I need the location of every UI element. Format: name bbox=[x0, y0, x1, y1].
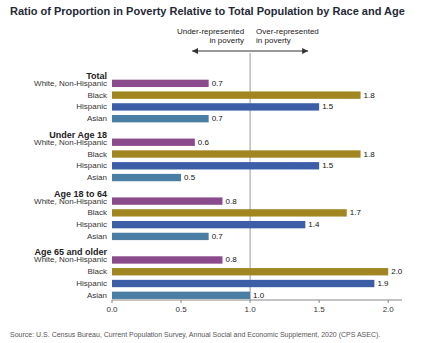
annotation: Over-representedin poverty bbox=[256, 27, 319, 45]
bar bbox=[112, 162, 319, 169]
text-line: in poverty bbox=[209, 36, 244, 45]
bar bbox=[112, 292, 250, 299]
data-label: 1.0 bbox=[253, 291, 265, 300]
data-label: 0.8 bbox=[225, 255, 237, 264]
chart: Ratio of Proportion in Poverty Relative … bbox=[0, 0, 432, 343]
bar bbox=[112, 80, 209, 87]
data-label: 2.0 bbox=[391, 267, 403, 276]
category-label: White, Non-Hispanic bbox=[34, 197, 107, 206]
category-label: Black bbox=[87, 267, 108, 276]
x-tick-label: 0.0 bbox=[106, 305, 118, 314]
category-label: White, Non-Hispanic bbox=[34, 138, 107, 147]
annotation-arrow bbox=[192, 51, 308, 52]
data-label: 0.5 bbox=[184, 173, 196, 182]
bar bbox=[112, 139, 195, 146]
data-label: 0.8 bbox=[225, 197, 237, 206]
category-label: Black bbox=[87, 150, 108, 159]
bar bbox=[112, 103, 319, 110]
category-label: Asian bbox=[87, 173, 107, 182]
data-label: 0.7 bbox=[212, 114, 224, 123]
data-label: 1.8 bbox=[364, 91, 376, 100]
category-label: Black bbox=[87, 91, 108, 100]
data-label: 1.8 bbox=[364, 150, 376, 159]
bar bbox=[112, 280, 374, 287]
data-label: 1.5 bbox=[322, 161, 334, 170]
category-label: Hispanic bbox=[76, 279, 107, 288]
bar bbox=[112, 256, 222, 263]
bar bbox=[112, 115, 209, 122]
data-label: 1.7 bbox=[350, 208, 362, 217]
x-tick-label: 1.5 bbox=[314, 305, 326, 314]
x-tick-label: 2.0 bbox=[383, 305, 395, 314]
bar bbox=[112, 209, 347, 216]
text-line: Ratio of Proportion in Poverty Relative … bbox=[10, 5, 405, 17]
category-label: Black bbox=[87, 208, 108, 217]
text-line: in poverty bbox=[256, 36, 291, 45]
x-tick-label: 1.0 bbox=[245, 305, 257, 314]
x-tick bbox=[112, 300, 113, 303]
category-label: Asian bbox=[87, 291, 107, 300]
x-tick bbox=[319, 300, 320, 303]
data-label: 1.4 bbox=[308, 220, 320, 229]
bar bbox=[112, 221, 305, 228]
category-label: Hispanic bbox=[76, 102, 107, 111]
x-axis: 0.0 0.5 1.0 1.5 2.0 bbox=[106, 300, 402, 314]
data-label: 1.9 bbox=[377, 279, 389, 288]
x-tick bbox=[181, 300, 182, 303]
category-label: Hispanic bbox=[76, 161, 107, 170]
source: Source: U.S. Census Bureau, Current Popu… bbox=[10, 331, 380, 339]
x-tick-label: 0.5 bbox=[175, 305, 187, 314]
labels: TotalWhite, Non-Hispanic0.7Black1.8Hispa… bbox=[34, 71, 403, 300]
title: Ratio of Proportion in Poverty Relative … bbox=[10, 5, 405, 17]
bars bbox=[112, 80, 388, 299]
data-label: 0.7 bbox=[212, 79, 224, 88]
data-label: 1.5 bbox=[322, 102, 334, 111]
data-label: 0.6 bbox=[198, 138, 210, 147]
category-label: White, Non-Hispanic bbox=[34, 255, 107, 264]
text-line: Under-represented bbox=[177, 27, 244, 36]
bar bbox=[112, 91, 361, 98]
bar bbox=[112, 197, 222, 204]
x-tick bbox=[388, 300, 389, 303]
text-line: Source: U.S. Census Bureau, Current Popu… bbox=[10, 331, 380, 339]
category-label: Asian bbox=[87, 114, 107, 123]
x-axis-line bbox=[112, 300, 402, 301]
x-tick bbox=[250, 300, 251, 303]
bar bbox=[112, 268, 388, 275]
text-line: Over-represented bbox=[256, 27, 319, 36]
category-label: Asian bbox=[87, 232, 107, 241]
annotation: Under-representedin poverty bbox=[177, 27, 244, 45]
bar bbox=[112, 174, 181, 181]
data-label: 0.7 bbox=[212, 232, 224, 241]
category-label: Hispanic bbox=[76, 220, 107, 229]
bar bbox=[112, 150, 361, 157]
category-label: White, Non-Hispanic bbox=[34, 79, 107, 88]
bar bbox=[112, 233, 209, 240]
annotation-divider bbox=[250, 53, 251, 73]
